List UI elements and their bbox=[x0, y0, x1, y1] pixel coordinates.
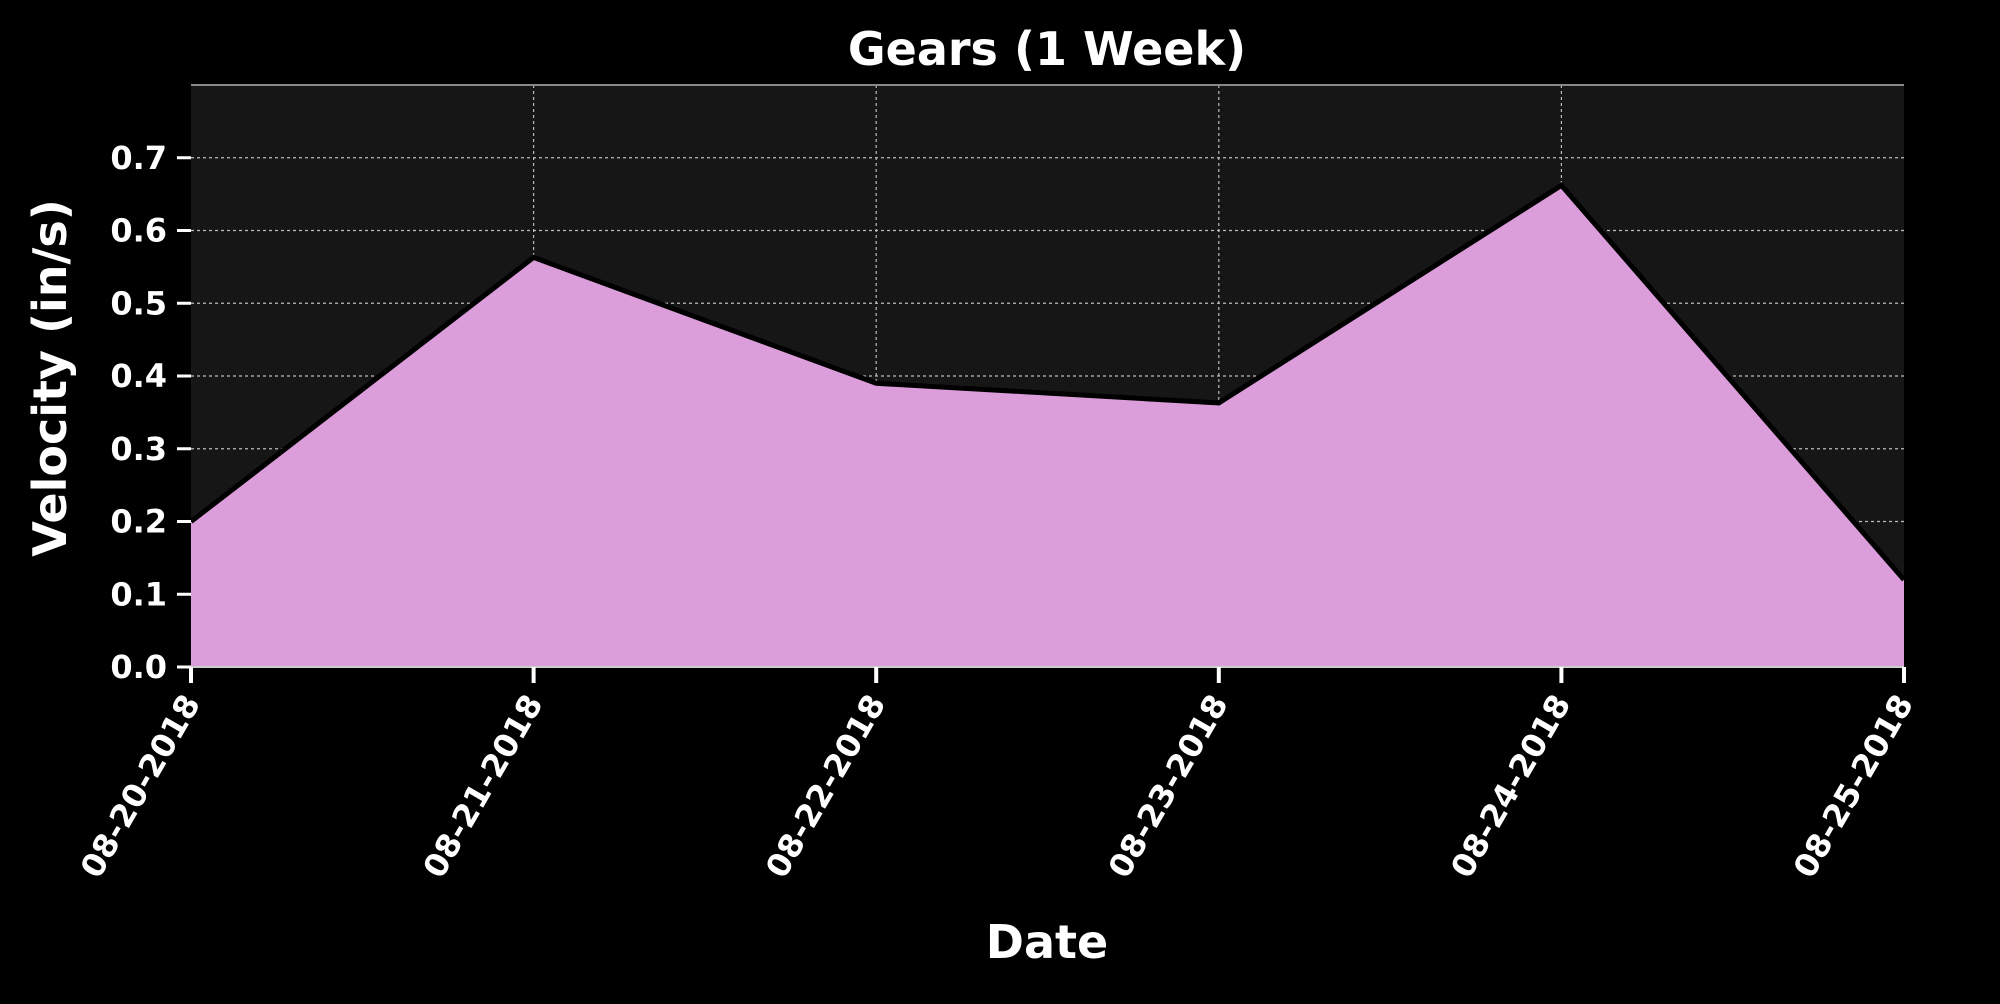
y-tick-label: 0.3 bbox=[110, 430, 167, 468]
y-tick-label: 0.0 bbox=[110, 648, 167, 686]
area-fill bbox=[191, 185, 1904, 667]
y-tick-label: 0.6 bbox=[110, 212, 167, 250]
series-line bbox=[189, 182, 1906, 582]
y-tick-label: 0.7 bbox=[110, 139, 167, 177]
y-tick-label: 0.5 bbox=[110, 284, 167, 322]
y-tick-label: 0.4 bbox=[110, 357, 167, 395]
x-axis-label: Date bbox=[986, 915, 1108, 969]
chart-title: Gears (1 Week) bbox=[848, 22, 1246, 76]
y-axis-ticks: 0.0 0.1 0.2 0.3 0.4 0.5 0.6 0.7 bbox=[110, 139, 191, 686]
y-tick-label: 0.1 bbox=[110, 575, 167, 613]
y-axis-label: Velocity (in/s) bbox=[23, 199, 77, 556]
y-tick-label: 0.2 bbox=[110, 503, 167, 541]
